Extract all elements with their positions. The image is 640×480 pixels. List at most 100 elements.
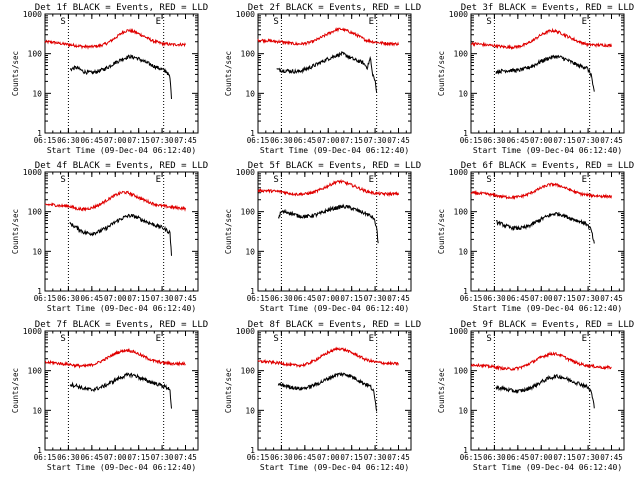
x-tick-label: 06:15	[34, 294, 57, 303]
y-tick-label: 10	[32, 89, 42, 98]
panel-title: Det 5f BLACK = Events, RED = LLD	[248, 161, 421, 171]
x-tick-label: 07:00	[530, 453, 553, 462]
lld-series-line	[470, 182, 612, 201]
y-tick-label: 1	[37, 446, 42, 455]
plot-frame	[470, 330, 625, 451]
x-tick-label: 07:45	[174, 294, 197, 303]
marker-label: S	[273, 175, 278, 185]
x-tick-label: 06:45	[507, 453, 530, 462]
marker-label: E	[156, 334, 161, 344]
x-tick-label: 06:30	[483, 453, 506, 462]
x-tick-label: 06:15	[34, 136, 57, 145]
x-tick-label: 07:00	[530, 136, 553, 145]
panel-title: Det 4f BLACK = Events, RED = LLD	[35, 161, 208, 171]
marker-label: S	[60, 175, 65, 185]
x-axis-label: Start Time (09-Dec-04 06:12:40)	[47, 463, 196, 472]
lld-series-line	[257, 26, 399, 47]
marker-label: E	[156, 175, 161, 185]
plot-frame	[470, 171, 625, 292]
lld-series-line	[257, 178, 399, 198]
x-tick-label: 06:45	[507, 136, 530, 145]
x-tick-label: 07:00	[104, 294, 127, 303]
x-tick-label: 06:15	[247, 294, 270, 303]
marker-label: S	[486, 334, 491, 344]
x-tick-label: 06:30	[270, 294, 293, 303]
plot-frame	[44, 330, 199, 451]
x-tick-label: 07:45	[387, 294, 410, 303]
y-axis-label: Counts/sec	[437, 368, 446, 413]
plot-frame	[257, 330, 412, 451]
x-tick-label: 07:30	[364, 136, 387, 145]
plot-frame	[44, 13, 199, 134]
x-tick-label: 07:15	[553, 294, 576, 303]
y-tick-label: 10	[458, 247, 468, 256]
panel-title: Det 6f BLACK = Events, RED = LLD	[461, 161, 634, 171]
y-axis-label: Counts/sec	[437, 51, 446, 96]
x-tick-label: 07:45	[600, 453, 623, 462]
x-tick-label: 06:45	[294, 453, 317, 462]
y-tick-label: 10	[245, 247, 255, 256]
panel-det-7: Det 7f BLACK = Events, RED = LLD 1 10 100 10…	[11, 320, 208, 472]
x-tick-label: 06:45	[81, 294, 104, 303]
x-axis-label: Start Time (09-Dec-04 06:12:40)	[47, 146, 196, 155]
y-axis-label: Counts/sec	[224, 51, 233, 96]
x-tick-label: 07:15	[553, 453, 576, 462]
x-tick-label: 06:30	[57, 294, 80, 303]
x-tick-label: 06:15	[34, 453, 57, 462]
events-series-line	[276, 50, 378, 93]
y-tick-label: 100	[454, 367, 469, 376]
x-tick-label: 07:00	[317, 136, 340, 145]
x-tick-label: 07:00	[530, 294, 553, 303]
x-tick-label: 07:30	[364, 294, 387, 303]
y-tick-label: 1	[463, 287, 468, 296]
y-tick-label: 100	[454, 208, 469, 217]
y-tick-label: 1000	[23, 10, 42, 19]
marker-label: E	[369, 334, 374, 344]
y-tick-label: 100	[241, 208, 256, 217]
events-series-line	[495, 211, 595, 244]
y-axis-label: Counts/sec	[11, 51, 20, 96]
y-tick-label: 10	[32, 247, 42, 256]
events-series-line	[69, 54, 172, 100]
y-tick-label: 1000	[449, 327, 468, 336]
events-series-line	[495, 373, 595, 409]
marker-label: S	[60, 17, 65, 27]
y-tick-label: 1000	[236, 327, 255, 336]
lld-series-line	[257, 346, 399, 368]
y-axis-label: Counts/sec	[224, 209, 233, 254]
lld-series-line	[470, 351, 612, 372]
x-tick-label: 06:45	[294, 136, 317, 145]
x-tick-label: 06:15	[460, 136, 483, 145]
y-tick-label: 1000	[23, 327, 42, 336]
y-tick-label: 10	[245, 406, 255, 415]
lld-series-line	[44, 190, 186, 212]
x-tick-label: 07:15	[127, 136, 150, 145]
x-tick-label: 07:15	[340, 294, 363, 303]
y-tick-label: 100	[28, 208, 43, 217]
y-axis-label: Counts/sec	[224, 368, 233, 413]
panel-det-1: Det 1f BLACK = Events, RED = LLD 1 10 100 10…	[11, 3, 208, 155]
x-tick-label: 06:30	[270, 453, 293, 462]
events-series-line	[495, 54, 595, 92]
lld-series-line	[44, 347, 186, 369]
panel-det-6: Det 6f BLACK = Events, RED = LLD 1 10 100 10…	[437, 161, 634, 313]
x-tick-label: 06:30	[270, 136, 293, 145]
events-series-line	[69, 372, 172, 409]
x-tick-label: 06:15	[247, 136, 270, 145]
panel-title: Det 7f BLACK = Events, RED = LLD	[35, 320, 208, 330]
panel-det-3: Det 3f BLACK = Events, RED = LLD 1 10 100 10…	[437, 3, 634, 155]
x-tick-label: 07:30	[151, 453, 174, 462]
y-tick-label: 1000	[449, 168, 468, 177]
x-axis-label: Start Time (09-Dec-04 06:12:40)	[473, 304, 622, 313]
y-axis-label: Counts/sec	[11, 368, 20, 413]
x-tick-label: 07:30	[577, 453, 600, 462]
plot-frame	[470, 13, 625, 134]
marker-label: S	[60, 334, 65, 344]
x-tick-label: 06:15	[247, 453, 270, 462]
x-axis-label: Start Time (09-Dec-04 06:12:40)	[260, 304, 409, 313]
x-axis-label: Start Time (09-Dec-04 06:12:40)	[47, 304, 196, 313]
x-tick-label: 07:00	[317, 294, 340, 303]
x-tick-label: 07:15	[340, 453, 363, 462]
x-tick-label: 07:45	[387, 453, 410, 462]
